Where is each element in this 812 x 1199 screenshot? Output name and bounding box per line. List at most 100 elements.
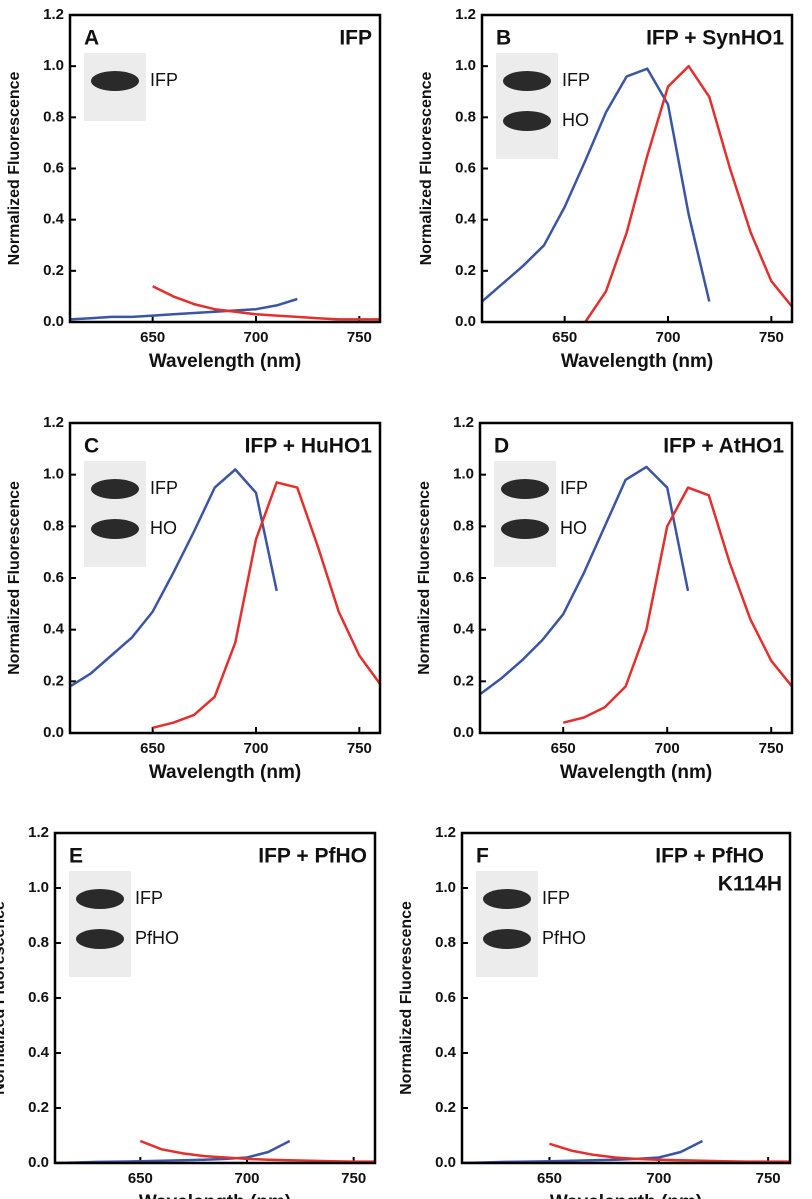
blot-label: IFP [135, 888, 163, 908]
y-tick-label: 1.2 [43, 414, 64, 431]
y-tick-label: 1.0 [435, 879, 456, 896]
blot-label: IFP [150, 478, 178, 498]
blot-label: IFP [562, 70, 590, 90]
blot-band [483, 929, 531, 949]
x-axis-label: Wavelength (nm) [560, 762, 712, 783]
spectrum-line [152, 285, 380, 321]
y-tick-label: 1.2 [453, 414, 474, 431]
blot-image [84, 461, 146, 567]
y-tick-label: 0.6 [435, 989, 456, 1006]
y-tick-label: 1.0 [455, 57, 476, 74]
x-axis-label: Wavelength (nm) [139, 1192, 291, 1199]
panel-title: IFP + HuHO1 [245, 435, 373, 458]
y-tick-label: 1.2 [455, 6, 476, 23]
y-tick-label: 0.8 [28, 934, 49, 951]
blot-band [501, 479, 549, 499]
blot-band [483, 889, 531, 909]
x-axis-label: Wavelength (nm) [149, 351, 301, 372]
y-tick-label: 0.8 [455, 108, 476, 125]
blot-label: HO [560, 518, 587, 538]
y-tick-label: 0.4 [435, 1044, 457, 1061]
blot-band [503, 111, 551, 131]
y-tick-label: 0.2 [43, 262, 64, 279]
y-tick-label: 0.6 [453, 569, 474, 586]
y-axis-label: Normalized Fluorescence [6, 481, 23, 675]
y-axis-label: Normalized Fluorescence [398, 901, 415, 1095]
blot-label: PfHO [542, 928, 586, 948]
x-tick-label: 650 [537, 1170, 562, 1187]
y-tick-label: 1.0 [28, 879, 49, 896]
y-tick-label: 0.8 [435, 934, 456, 951]
panel-label: C [84, 435, 99, 458]
y-tick-label: 0.4 [28, 1044, 50, 1061]
x-tick-label: 750 [341, 1170, 366, 1187]
x-tick-label: 750 [759, 329, 784, 346]
x-tick-label: 700 [655, 329, 680, 346]
spectrum-line [549, 1142, 790, 1163]
y-axis-label: Normalized Fluorescence [416, 481, 433, 675]
y-tick-label: 0.6 [28, 989, 49, 1006]
spectrum-line [70, 468, 278, 688]
blot-band [501, 519, 549, 539]
y-tick-label: 0.8 [453, 517, 474, 534]
y-tick-label: 0.6 [43, 159, 64, 176]
x-tick-label: 650 [140, 740, 165, 757]
blot-label: HO [562, 110, 589, 130]
panel-label: A [84, 27, 99, 50]
y-tick-label: 0.0 [453, 724, 474, 741]
x-tick-label: 700 [243, 329, 268, 346]
blot-band [91, 519, 139, 539]
y-tick-label: 0.8 [43, 517, 64, 534]
y-tick-label: 0.0 [455, 313, 476, 330]
y-tick-label: 0.0 [43, 313, 64, 330]
blot-image [496, 53, 558, 159]
x-tick-label: 650 [551, 740, 576, 757]
x-tick-label: 700 [243, 740, 268, 757]
x-tick-label: 750 [347, 329, 372, 346]
x-axis-label: Wavelength (nm) [561, 351, 713, 372]
y-tick-label: 0.2 [28, 1099, 49, 1116]
panel-label: F [476, 845, 489, 868]
blot-label: HO [150, 518, 177, 538]
plot-frame [460, 831, 792, 1165]
y-tick-label: 0.4 [455, 211, 477, 228]
y-tick-label: 0.4 [453, 621, 475, 638]
x-tick-label: 700 [655, 740, 680, 757]
plot-frame [53, 831, 377, 1165]
plot-frame [68, 13, 382, 324]
blot-label: IFP [150, 70, 178, 90]
panel-title: IFP + PfHO [655, 845, 764, 868]
y-tick-label: 1.2 [28, 824, 49, 841]
y-tick-label: 1.2 [435, 824, 456, 841]
x-tick-label: 750 [347, 740, 372, 757]
x-tick-label: 650 [552, 329, 577, 346]
spectrum-line [152, 481, 380, 730]
y-tick-label: 1.0 [43, 57, 64, 74]
y-tick-label: 1.2 [43, 6, 64, 23]
panel-subtitle: K114H [718, 873, 782, 896]
panel-title: IFP + AtHO1 [663, 435, 784, 458]
x-axis-label: Wavelength (nm) [550, 1192, 702, 1199]
y-tick-label: 0.2 [455, 262, 476, 279]
y-tick-label: 0.0 [435, 1154, 456, 1171]
y-tick-label: 0.2 [43, 672, 64, 689]
blot-band [76, 929, 124, 949]
panel-title: IFP + SynHO1 [646, 27, 784, 50]
x-tick-label: 650 [140, 329, 165, 346]
plot-frame [478, 421, 794, 735]
y-tick-label: 0.0 [28, 1154, 49, 1171]
blot-band [91, 71, 139, 91]
y-axis-label: Normalized Fluorescence [0, 901, 8, 1095]
panel-label: D [494, 435, 509, 458]
spectrum-line [482, 67, 711, 303]
x-tick-label: 750 [759, 740, 784, 757]
x-tick-label: 650 [128, 1170, 153, 1187]
plot-frame [480, 13, 794, 324]
x-tick-label: 700 [234, 1170, 259, 1187]
spectrum-line [584, 64, 792, 322]
y-tick-label: 0.6 [43, 569, 64, 586]
panel-title: IFP + PfHO [258, 845, 367, 868]
x-tick-label: 750 [756, 1170, 781, 1187]
